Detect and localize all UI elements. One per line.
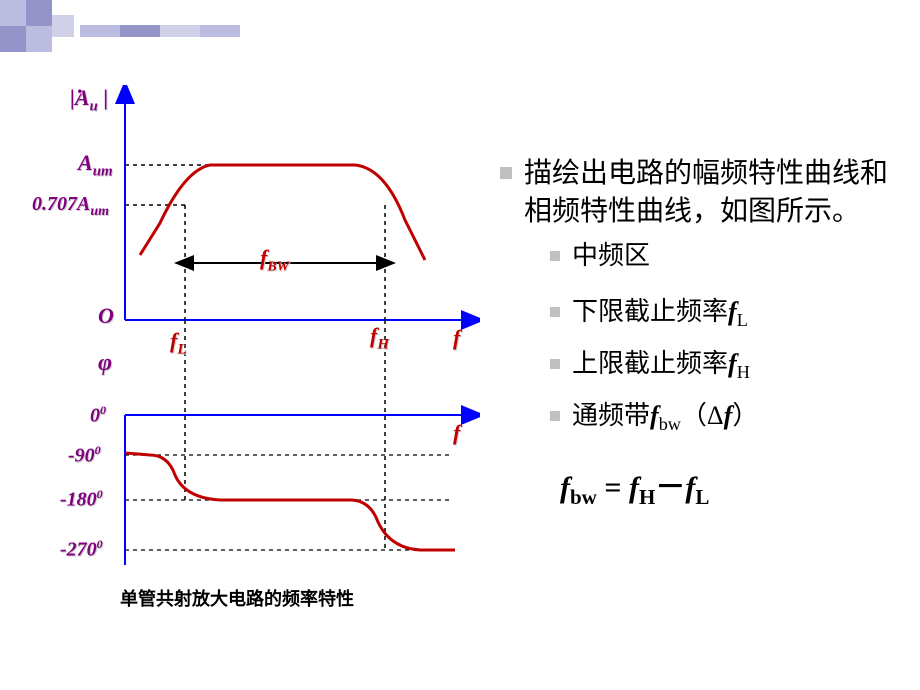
chart-panel: |A.u | Aum 0.707Aum O f fL fH fBW φ 00 -… — [50, 85, 480, 625]
label-phi: φ — [98, 350, 112, 377]
label-f-phase: f — [453, 420, 460, 446]
sub1-text: 中频区 — [572, 237, 650, 275]
sub3-text: 上限截止频率fH — [572, 345, 750, 391]
sub-row-2: 下限截止频率fL — [550, 293, 905, 339]
formula: fbw = fH－fL — [560, 462, 905, 510]
corner-svg — [0, 0, 260, 55]
corner-decoration — [0, 0, 240, 50]
label-neg180: -1800 — [60, 487, 103, 512]
label-fH: fH — [370, 323, 389, 353]
label-neg90: -900 — [68, 443, 101, 468]
label-f-mag: f — [453, 325, 460, 351]
label-0: 00 — [90, 403, 106, 428]
label-origin: O — [98, 303, 114, 329]
sub-list: 中频区 下限截止频率fL 上限截止频率fH 通频带fbw（Δf） — [550, 237, 905, 444]
bullet-icon — [500, 167, 512, 179]
bullet-icon — [550, 307, 560, 317]
sub-row-3: 上限截止频率fH — [550, 345, 905, 391]
chart-svg — [50, 85, 480, 625]
label-au: |A.u | — [70, 85, 108, 115]
label-707aum: 0.707Aum — [32, 193, 109, 220]
text-panel: 描绘出电路的幅频特性曲线和相频特性曲线，如图所示。 中频区 下限截止频率fL 上… — [500, 155, 905, 510]
sub-row-1: 中频区 — [550, 237, 905, 275]
label-fL: fL — [170, 328, 187, 358]
bullet-icon — [550, 411, 560, 421]
sub2-text: 下限截止频率fL — [572, 293, 748, 339]
bullet-icon — [550, 251, 560, 261]
label-neg270: -2700 — [60, 537, 103, 562]
chart-caption: 单管共射放大电路的频率特性 — [120, 585, 354, 611]
bullet-icon — [550, 359, 560, 369]
label-fBW: fBW — [260, 245, 289, 275]
main-bullet-text: 描绘出电路的幅频特性曲线和相频特性曲线，如图所示。 — [524, 155, 905, 231]
sub-row-4: 通频带fbw（Δf） — [550, 397, 905, 443]
main-bullet-row: 描绘出电路的幅频特性曲线和相频特性曲线，如图所示。 — [500, 155, 905, 231]
label-aum: Aum — [78, 150, 113, 180]
sub4-text: 通频带fbw（Δf） — [572, 397, 758, 443]
